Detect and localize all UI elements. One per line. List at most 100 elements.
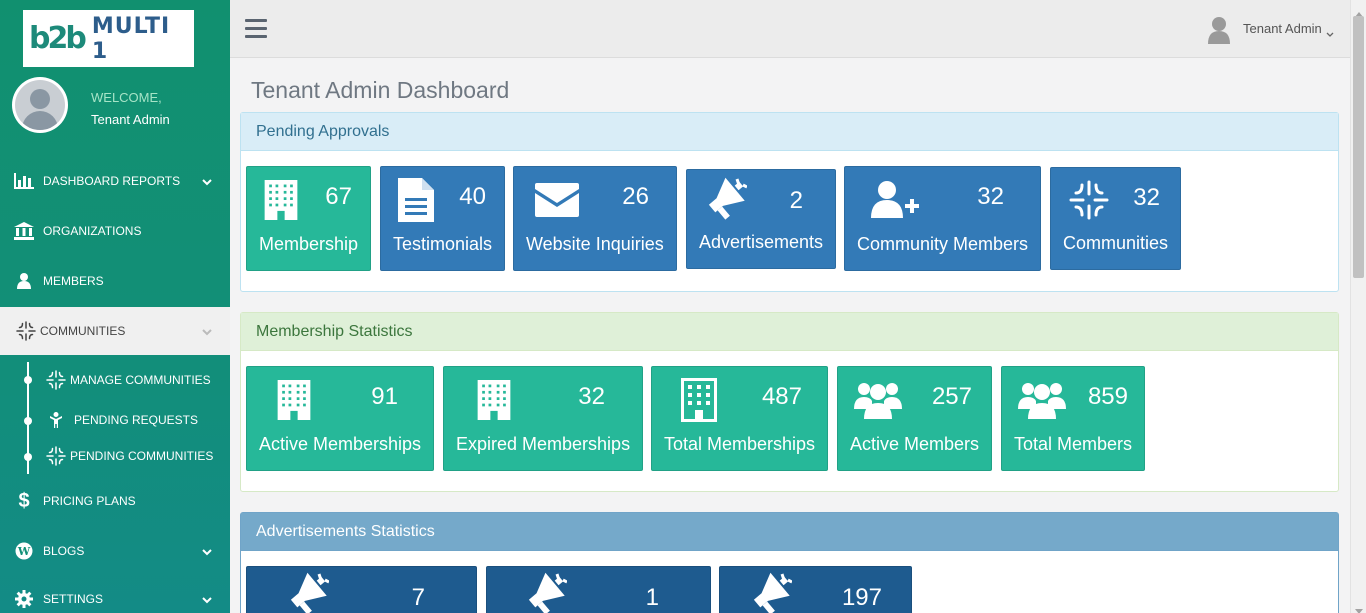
user-plus-icon	[871, 180, 921, 218]
tile-value: 859	[1087, 383, 1128, 410]
communities-icon	[1069, 180, 1109, 220]
profile-avatar[interactable]	[12, 77, 68, 133]
tile-advertisements[interactable]: 2 Advertisements	[686, 169, 836, 269]
logo-mark: b2b	[29, 20, 87, 56]
sidebar-item-label: PRICING PLANS	[43, 494, 136, 508]
tile-value: 2	[789, 187, 803, 214]
tile-value: 32	[1133, 184, 1160, 211]
tile-value: 257	[931, 383, 972, 410]
child-icon	[46, 411, 66, 429]
tile-active-members[interactable]: 257 Active Members	[837, 366, 992, 471]
user-avatar-icon[interactable]	[1207, 16, 1231, 44]
tile-total-members[interactable]: 859 Total Members	[1001, 366, 1145, 471]
sidebar-subitem-pending-communities[interactable]: PENDING COMMUNITIES	[0, 438, 230, 474]
chevron-down-icon	[202, 325, 212, 339]
tile-membership[interactable]: 67 Membership	[246, 166, 371, 271]
building-icon	[264, 180, 298, 220]
tile-label: Active Members	[850, 434, 980, 454]
bullhorn-icon	[285, 572, 329, 613]
bullhorn-icon	[703, 177, 747, 221]
tile-ads-stat-3[interactable]: 197	[719, 566, 912, 613]
submenu-bullet	[24, 453, 32, 461]
tile-community-members[interactable]: 32 Community Members	[844, 166, 1041, 271]
sidebar-item-organizations[interactable]: ORGANIZATIONS	[0, 207, 230, 255]
chevron-down-icon	[202, 545, 212, 559]
tile-active-memberships[interactable]: 91 Active Memberships	[246, 366, 434, 471]
file-text-icon	[398, 178, 434, 222]
scroll-up-icon[interactable]	[1355, 4, 1363, 22]
tile-label: Communities	[1063, 233, 1169, 253]
tile-value: 7	[411, 584, 425, 611]
scrollbar-thumb[interactable]	[1353, 16, 1364, 278]
sidebar-item-pricing-plans[interactable]: $ PRICING PLANS	[0, 477, 230, 525]
tile-label: Testimonials	[393, 234, 493, 254]
tile-website-inquiries[interactable]: 26 Website Inquiries	[513, 166, 677, 271]
tile-label: Expired Memberships	[456, 434, 631, 454]
sidebar-item-dashboard-reports[interactable]: DASHBOARD REPORTS	[0, 157, 230, 205]
tile-label: Total Memberships	[664, 434, 816, 454]
submenu-bullet	[24, 417, 32, 425]
sidebar-item-communities[interactable]: COMMUNITIES	[0, 307, 230, 355]
users-icon	[854, 379, 902, 419]
envelope-icon	[535, 183, 579, 217]
tile-value: 40	[459, 183, 486, 210]
topbar-user-name[interactable]: Tenant Admin	[1243, 21, 1322, 36]
bar-chart-icon	[14, 172, 34, 190]
tile-ads-stat-2[interactable]: 1	[486, 566, 711, 613]
sidebar: b2b MULTI 1 WELCOME, Tenant Admin DASHBO…	[0, 0, 230, 613]
sidebar-item-label: DASHBOARD REPORTS	[43, 174, 181, 188]
sidebar-item-label: COMMUNITIES	[40, 324, 126, 338]
chevron-down-icon[interactable]	[1326, 25, 1334, 43]
tile-ads-stat-1[interactable]: 7	[246, 566, 477, 613]
sidebar-item-label: SETTINGS	[43, 592, 104, 606]
panel-heading: Membership Statistics	[241, 313, 1338, 351]
tile-expired-memberships[interactable]: 32 Expired Memberships	[443, 366, 643, 471]
menu-toggle-icon[interactable]	[245, 19, 267, 38]
top-bar: Tenant Admin	[230, 0, 1350, 58]
tile-value: 197	[841, 584, 882, 611]
bullhorn-icon	[523, 572, 567, 613]
page-scrollbar[interactable]	[1350, 0, 1366, 613]
sidebar-item-settings[interactable]: SETTINGS	[0, 575, 230, 613]
bank-icon	[14, 222, 34, 240]
tile-testimonials[interactable]: 40 Testimonials	[380, 166, 505, 271]
users-icon	[1018, 379, 1066, 419]
sidebar-item-members[interactable]: MEMBERS	[0, 257, 230, 305]
sidebar-item-label: BLOGS	[43, 544, 85, 558]
panel-heading: Advertisements Statistics	[241, 513, 1338, 551]
building-outline-icon	[681, 378, 717, 422]
tile-value: 487	[761, 383, 802, 410]
tile-label: Active Memberships	[259, 434, 422, 454]
sidebar-subitem-pending-requests[interactable]: PENDING REQUESTS	[0, 402, 230, 438]
tile-label: Membership	[259, 234, 359, 254]
panel-heading: Pending Approvals	[241, 113, 1338, 151]
building-icon	[277, 380, 311, 420]
tile-value: 32	[977, 183, 1004, 210]
sidebar-subitem-label: PENDING REQUESTS	[74, 413, 199, 427]
sidebar-subitem-label: PENDING COMMUNITIES	[70, 449, 214, 463]
tile-label: Community Members	[857, 234, 1029, 254]
user-icon	[14, 272, 34, 290]
tile-value: 91	[371, 383, 398, 410]
brand-logo[interactable]: b2b MULTI 1	[23, 10, 194, 67]
sidebar-item-label: MEMBERS	[43, 274, 104, 288]
chevron-down-icon	[202, 593, 212, 607]
sidebar-user-name: Tenant Admin	[91, 112, 170, 127]
tile-label: Website Inquiries	[526, 234, 664, 254]
svg-text:W: W	[17, 545, 31, 558]
sidebar-item-blogs[interactable]: W BLOGS	[0, 527, 230, 575]
dollar-icon: $	[18, 489, 30, 512]
tile-total-memberships[interactable]: 487 Total Memberships	[651, 366, 828, 471]
communities-icon	[46, 371, 66, 389]
tile-value: 32	[578, 383, 605, 410]
page-title: Tenant Admin Dashboard	[251, 77, 510, 103]
tile-communities[interactable]: 32 Communities	[1050, 167, 1181, 270]
tile-label: Total Members	[1014, 434, 1133, 454]
scroll-down-icon[interactable]	[1355, 601, 1363, 613]
gear-icon	[14, 590, 34, 608]
wordpress-icon: W	[14, 542, 34, 560]
bullhorn-icon	[748, 572, 792, 613]
sidebar-subitem-manage-communities[interactable]: MANAGE COMMUNITIES	[0, 362, 230, 398]
tile-value: 1	[645, 584, 659, 611]
